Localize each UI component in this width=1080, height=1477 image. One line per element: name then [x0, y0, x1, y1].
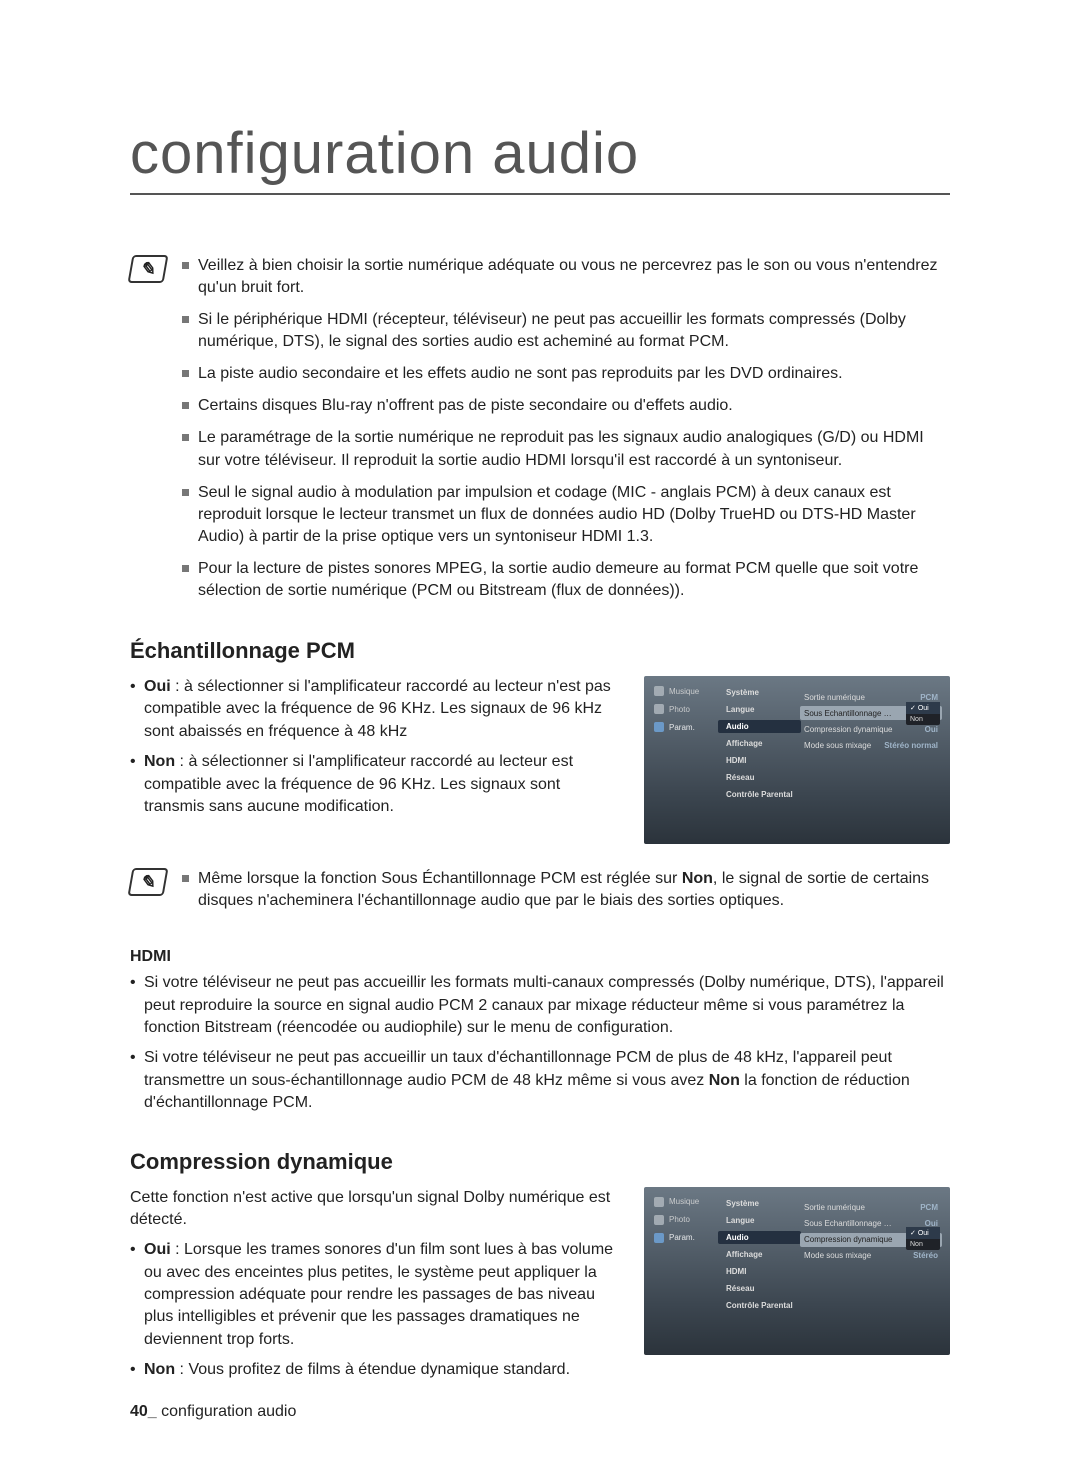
text: : Vous profitez de films à étendue dynam… — [175, 1361, 570, 1378]
note-item: Certains disques Blu-ray n'offrent pas d… — [182, 395, 950, 417]
note-item: La piste audio secondaire et les effets … — [182, 363, 950, 385]
mock-tab-photo: Photo — [654, 1215, 699, 1225]
note-icon: ✎ — [128, 255, 169, 283]
note-item: Même lorsque la fonction Sous Échantillo… — [182, 868, 950, 912]
mock-categories: Système Langue Audio Affichage HDMI Rése… — [718, 1197, 801, 1312]
mock-tab-music: Musique — [654, 686, 699, 696]
dynamic-section: Cette fonction n'est active que lorsqu'u… — [130, 1187, 950, 1390]
mock-categories: Système Langue Audio Affichage HDMI Rése… — [718, 686, 801, 801]
label-non: Non — [144, 1361, 175, 1378]
label-oui: Oui — [144, 1241, 171, 1258]
note-block-1: ✎ Veillez à bien choisir la sortie numér… — [130, 255, 950, 612]
note-item: Pour la lecture de pistes sonores MPEG, … — [182, 558, 950, 602]
mock-dropdown: ✓ Oui Non — [906, 1227, 940, 1250]
text: : à sélectionner si l'amplificateur racc… — [144, 753, 573, 815]
label-non: Non — [144, 753, 175, 770]
settings-screenshot-dynamic: Musique Photo Param. Système Langue Audi… — [644, 1187, 950, 1355]
hdmi-section: HDMI Si votre téléviseur ne peut pas acc… — [130, 948, 950, 1114]
heading-hdmi: HDMI — [130, 948, 950, 966]
note-item: Seul le signal audio à modulation par im… — [182, 482, 950, 548]
note-block-2: ✎ Même lorsque la fonction Sous Échantil… — [130, 868, 950, 922]
list-item: Oui : à sélectionner si l'amplificateur … — [130, 676, 620, 743]
heading-dynamic: Compression dynamique — [130, 1149, 950, 1175]
note-icon: ✎ — [128, 868, 169, 896]
note-item: Si le périphérique HDMI (récepteur, télé… — [182, 309, 950, 353]
heading-pcm: Échantillonnage PCM — [130, 638, 950, 664]
text: : à sélectionner si l'amplificateur racc… — [144, 678, 611, 740]
list-item: Non : à sélectionner si l'amplificateur … — [130, 751, 620, 818]
mock-dropdown: ✓ Oui Non — [906, 702, 940, 725]
mock-tab-music: Musique — [654, 1197, 699, 1207]
page-footer: 40_ configuration audio — [130, 1403, 296, 1421]
mock-tab-setup: Param. — [654, 722, 699, 732]
mock-tab-setup: Param. — [654, 1233, 699, 1243]
list-item: Oui : Lorsque les trames sonores d'un fi… — [130, 1239, 620, 1351]
note-list-1: Veillez à bien choisir la sortie numériq… — [182, 255, 950, 612]
list-item: Non : Vous profitez de films à étendue d… — [130, 1359, 620, 1381]
text: : Lorsque les trames sonores d'un film s… — [144, 1241, 613, 1348]
mock-tab-photo: Photo — [654, 704, 699, 714]
pcm-section: Oui : à sélectionner si l'amplificateur … — [130, 676, 950, 844]
note-item: Veillez à bien choisir la sortie numériq… — [182, 255, 950, 299]
list-item: Si votre téléviseur ne peut pas accueill… — [130, 972, 950, 1039]
page-title: configuration audio — [130, 120, 950, 195]
note-item: Le paramétrage de la sortie numérique ne… — [182, 427, 950, 471]
note-list-2: Même lorsque la fonction Sous Échantillo… — [182, 868, 950, 922]
label-oui: Oui — [144, 678, 171, 695]
dynamic-intro: Cette fonction n'est active que lorsqu'u… — [130, 1187, 620, 1232]
list-item: Si votre téléviseur ne peut pas accueill… — [130, 1047, 950, 1114]
settings-screenshot-pcm: Musique Photo Param. Système Langue Audi… — [644, 676, 950, 844]
